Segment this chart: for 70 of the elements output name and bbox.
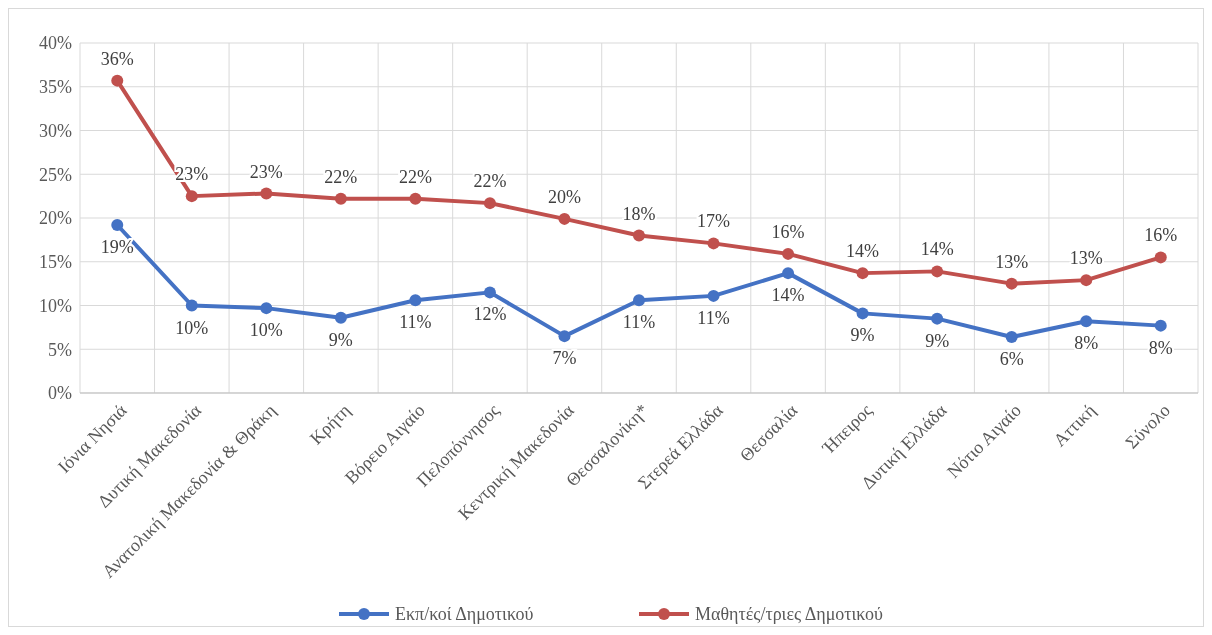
data-label: 9% <box>925 330 950 351</box>
point <box>1005 277 1018 290</box>
y-tick-label: 5% <box>48 339 72 360</box>
data-label: 13% <box>1069 248 1103 269</box>
point <box>707 289 720 302</box>
point <box>558 212 571 225</box>
point <box>185 190 198 203</box>
point <box>111 219 124 231</box>
point <box>483 286 496 299</box>
data-label: 11% <box>622 312 656 333</box>
data-label: 14% <box>920 239 954 260</box>
point <box>334 192 347 205</box>
point <box>483 197 496 210</box>
point <box>409 192 422 205</box>
data-label: 22% <box>324 166 358 187</box>
point <box>260 302 273 315</box>
point <box>633 294 645 307</box>
point <box>1154 251 1167 264</box>
data-label: 20% <box>547 186 581 207</box>
point <box>1080 315 1093 328</box>
data-label: 22% <box>473 171 507 192</box>
data-label: 14% <box>846 241 880 262</box>
point <box>856 267 869 280</box>
y-tick-label: 20% <box>39 208 72 229</box>
point <box>185 299 198 312</box>
data-label: 10% <box>249 320 283 341</box>
data-label: 18% <box>622 203 656 224</box>
point <box>260 187 273 200</box>
y-tick-label: 25% <box>39 164 72 185</box>
data-label: 7% <box>552 348 577 369</box>
y-tick-label: 15% <box>39 252 72 273</box>
y-tick-label: 40% <box>39 33 72 54</box>
data-label: 13% <box>995 251 1029 272</box>
point <box>931 312 944 325</box>
point <box>1005 331 1018 343</box>
point <box>1154 319 1167 332</box>
data-label: 17% <box>697 211 731 232</box>
y-tick-label: 30% <box>39 120 72 141</box>
data-label: 10% <box>175 317 209 338</box>
data-label: 14% <box>771 285 805 306</box>
data-label: 9% <box>850 325 875 346</box>
data-label: 19% <box>100 237 134 257</box>
data-label: 9% <box>328 329 353 350</box>
point <box>558 330 571 343</box>
y-tick-label: 10% <box>39 295 72 316</box>
data-label: 36% <box>100 48 134 69</box>
data-label: 11% <box>399 312 432 333</box>
point <box>782 247 795 260</box>
point <box>633 229 645 242</box>
data-label: 16% <box>1144 225 1178 246</box>
point <box>856 307 869 320</box>
legend-label: Εκπ/κοί Δημοτικού <box>395 604 534 625</box>
point <box>1080 274 1093 287</box>
data-label: 8% <box>1148 337 1173 358</box>
data-label: 11% <box>697 307 730 328</box>
point <box>782 267 795 280</box>
data-label: 8% <box>1074 333 1099 354</box>
legend-label: Μαθητές/τριες Δημοτικού <box>695 604 884 625</box>
point <box>931 265 944 278</box>
point <box>111 74 124 87</box>
y-tick-label: 35% <box>39 77 72 98</box>
data-label: 16% <box>771 221 805 242</box>
point <box>707 237 720 250</box>
data-label: 23% <box>249 161 283 182</box>
point <box>334 311 347 324</box>
data-label: 22% <box>398 166 432 187</box>
data-label: 6% <box>999 349 1024 369</box>
y-tick-label: 0% <box>48 383 72 404</box>
point <box>409 294 422 307</box>
data-label: 12% <box>473 304 507 325</box>
